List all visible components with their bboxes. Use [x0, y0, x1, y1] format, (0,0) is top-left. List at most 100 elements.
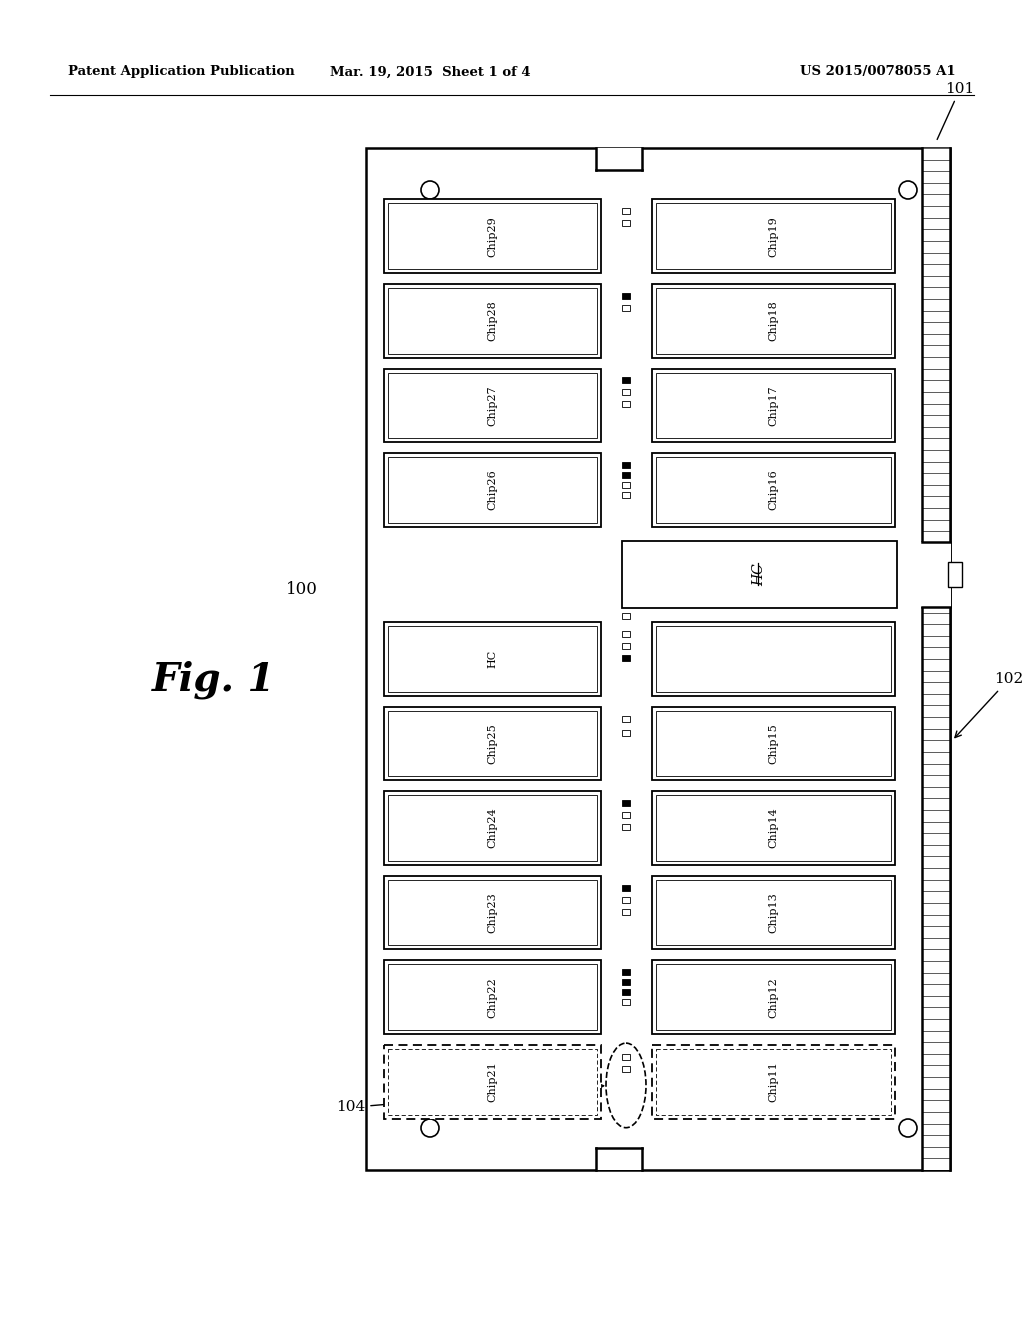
- Text: Chip21: Chip21: [487, 1061, 498, 1102]
- Bar: [622, 730, 630, 735]
- Bar: [622, 209, 630, 214]
- Bar: [652, 622, 895, 696]
- Bar: [622, 1065, 630, 1072]
- Text: 104: 104: [336, 1084, 604, 1114]
- Text: HC: HC: [487, 649, 498, 668]
- Bar: [656, 710, 891, 776]
- Bar: [622, 482, 630, 488]
- Text: Chip29: Chip29: [487, 216, 498, 256]
- Bar: [384, 622, 601, 696]
- Bar: [656, 796, 891, 861]
- Text: Chip24: Chip24: [487, 808, 498, 849]
- Text: Chip19: Chip19: [768, 216, 778, 256]
- Text: Chip23: Chip23: [487, 892, 498, 933]
- Bar: [388, 965, 597, 1030]
- Bar: [384, 199, 601, 273]
- Bar: [622, 1053, 630, 1060]
- Text: Chip13: Chip13: [768, 892, 778, 933]
- Bar: [656, 372, 891, 438]
- Bar: [656, 880, 891, 945]
- Bar: [652, 453, 895, 527]
- Bar: [622, 631, 630, 638]
- Bar: [652, 791, 895, 865]
- Bar: [656, 457, 891, 523]
- Text: 102: 102: [955, 672, 1023, 738]
- Circle shape: [421, 181, 439, 199]
- Bar: [656, 1049, 891, 1114]
- Bar: [652, 1045, 895, 1118]
- Bar: [652, 961, 895, 1034]
- Bar: [652, 199, 895, 273]
- Text: Mar. 19, 2015  Sheet 1 of 4: Mar. 19, 2015 Sheet 1 of 4: [330, 66, 530, 78]
- Text: Chip12: Chip12: [768, 977, 778, 1018]
- Bar: [366, 148, 950, 1170]
- Bar: [388, 288, 597, 354]
- Bar: [384, 368, 601, 442]
- Text: Chip17: Chip17: [768, 385, 778, 425]
- Bar: [622, 541, 897, 607]
- Bar: [622, 305, 630, 312]
- Bar: [921, 543, 951, 607]
- Bar: [388, 710, 597, 776]
- Text: Fig. 1: Fig. 1: [152, 661, 275, 700]
- Circle shape: [421, 1119, 439, 1137]
- Bar: [622, 969, 630, 975]
- Bar: [656, 203, 891, 269]
- Bar: [622, 643, 630, 649]
- Bar: [948, 562, 962, 587]
- Bar: [388, 1049, 597, 1114]
- Bar: [388, 626, 597, 692]
- Bar: [384, 961, 601, 1034]
- Text: HC: HC: [753, 564, 767, 586]
- Bar: [652, 876, 895, 949]
- Text: Chip28: Chip28: [487, 301, 498, 341]
- Bar: [622, 389, 630, 396]
- Text: Chip18: Chip18: [768, 301, 778, 341]
- Bar: [622, 908, 630, 915]
- Bar: [656, 626, 891, 692]
- Circle shape: [899, 1119, 918, 1137]
- Bar: [388, 372, 597, 438]
- Bar: [622, 989, 630, 995]
- Bar: [622, 473, 630, 478]
- Text: Chip14: Chip14: [768, 808, 778, 849]
- Bar: [622, 462, 630, 469]
- Bar: [384, 706, 601, 780]
- Bar: [656, 965, 891, 1030]
- Text: Patent Application Publication: Patent Application Publication: [68, 66, 295, 78]
- Text: 100: 100: [286, 582, 318, 598]
- Bar: [656, 288, 891, 354]
- Bar: [388, 796, 597, 861]
- Bar: [622, 614, 630, 619]
- Bar: [622, 800, 630, 807]
- Bar: [652, 368, 895, 442]
- Bar: [384, 1045, 601, 1118]
- Bar: [384, 876, 601, 949]
- Bar: [622, 293, 630, 298]
- Text: Chip11: Chip11: [768, 1061, 778, 1102]
- Bar: [596, 148, 642, 170]
- Bar: [622, 896, 630, 903]
- Bar: [384, 284, 601, 358]
- Text: 101: 101: [937, 82, 975, 140]
- Bar: [622, 378, 630, 383]
- Bar: [384, 791, 601, 865]
- Bar: [622, 824, 630, 830]
- Bar: [388, 880, 597, 945]
- Bar: [622, 220, 630, 226]
- Bar: [652, 706, 895, 780]
- Bar: [596, 1148, 642, 1170]
- Bar: [622, 492, 630, 498]
- Text: Chip25: Chip25: [487, 723, 498, 764]
- Bar: [622, 979, 630, 985]
- Text: Chip27: Chip27: [487, 385, 498, 425]
- Text: Chip22: Chip22: [487, 977, 498, 1018]
- Text: Chip26: Chip26: [487, 470, 498, 511]
- Circle shape: [899, 181, 918, 199]
- Text: Chip15: Chip15: [768, 723, 778, 764]
- Bar: [388, 457, 597, 523]
- Bar: [622, 999, 630, 1006]
- Bar: [384, 453, 601, 527]
- Bar: [652, 284, 895, 358]
- Bar: [388, 203, 597, 269]
